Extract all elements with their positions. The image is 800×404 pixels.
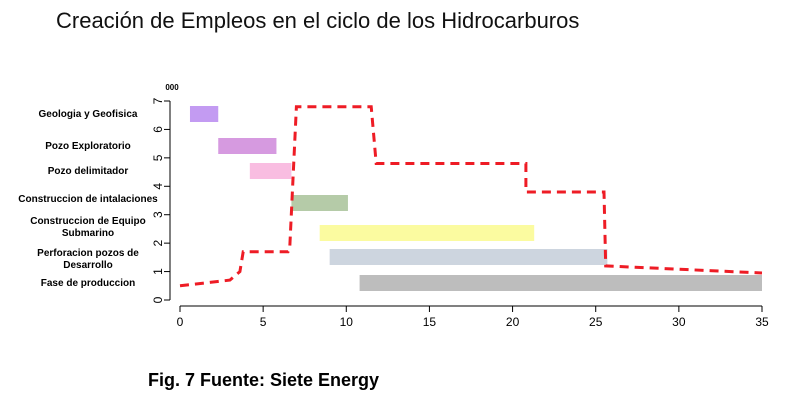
- y-tick-label: 7: [151, 97, 165, 104]
- x-tick-label: 25: [589, 315, 603, 329]
- x-tick-label: 20: [506, 315, 520, 329]
- gantt-bar: [319, 225, 535, 241]
- page-title: Creación de Empleos en el ciclo de los H…: [56, 8, 580, 33]
- task-label: Geologia y Geofisica: [39, 109, 138, 120]
- x-tick-label: 35: [755, 315, 769, 329]
- task-label: Fase de produccion: [41, 278, 135, 289]
- task-label: Construccion de Equipo Submarino: [30, 216, 146, 239]
- x-tick-label: 30: [672, 315, 686, 329]
- y-tick-label: 0: [151, 296, 165, 303]
- y-tick-label: 2: [151, 239, 165, 246]
- gantt-bar: [189, 106, 219, 122]
- y-tick-label: 5: [151, 154, 165, 161]
- gantt-bar: [329, 249, 608, 265]
- gantt-bar: [359, 275, 762, 291]
- task-label: Perforacion pozos de Desarrollo: [37, 248, 139, 271]
- x-tick-label: 10: [340, 315, 354, 329]
- task-label: Pozo Exploratorio: [45, 141, 131, 152]
- x-tick-label: 15: [423, 315, 437, 329]
- gantt-bar: [218, 138, 277, 154]
- task-label: Pozo delimitador: [48, 166, 129, 177]
- task-label: Construccion de intalaciones: [18, 194, 158, 205]
- gantt-bar: [291, 195, 348, 211]
- y-tick-label: 3: [151, 211, 165, 218]
- figure-caption: Fig. 7 Fuente: Siete Energy: [148, 370, 380, 390]
- x-tick-label: 0: [177, 315, 184, 329]
- gantt-bar: [249, 163, 292, 179]
- employment-line: [179, 105, 763, 288]
- y-unit-label: 000: [165, 83, 179, 92]
- y-tick-label: 4: [151, 183, 165, 190]
- y-tick-label: 6: [151, 126, 165, 133]
- x-tick-label: 5: [260, 315, 267, 329]
- y-tick-label: 1: [151, 268, 165, 275]
